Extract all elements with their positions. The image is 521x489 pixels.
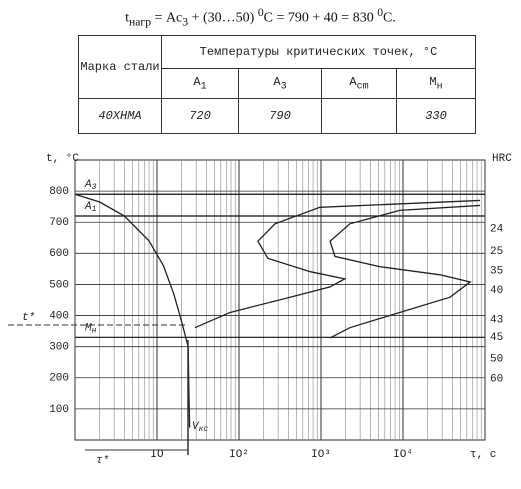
level-label-main: A xyxy=(84,201,92,213)
formula-part: 3 xyxy=(182,15,189,29)
tau-star-label: τ* xyxy=(96,455,109,467)
column-header-sub: cm xyxy=(356,81,369,93)
column-header-main: A xyxy=(349,74,357,89)
y-tick-label: 600 xyxy=(49,248,69,260)
vkc-label: Vкс xyxy=(192,421,208,434)
level-label-sub: 1 xyxy=(92,205,97,214)
formula-part: t xyxy=(125,10,130,26)
hrc-label: 43 xyxy=(490,315,503,327)
y-tick-label: 800 xyxy=(49,186,69,198)
curve xyxy=(329,204,481,339)
column-header-sub: 3 xyxy=(280,81,287,93)
hrc-label: 35 xyxy=(490,266,503,278)
level-label-sub: н xyxy=(92,326,97,335)
formula-part: нагр xyxy=(129,15,152,29)
y-tick-label: 500 xyxy=(49,279,69,291)
hrc-label: 45 xyxy=(490,332,503,344)
x-axis-label: τ, c xyxy=(470,449,496,461)
formula: tнагр = Ac3 + (30…50) 0C = 790 + 40 = 83… xyxy=(0,6,521,28)
hrc-label: 60 xyxy=(490,374,503,386)
column-header-sub: 1 xyxy=(200,81,207,93)
table: Марка стали Температуры критических точе… xyxy=(78,35,476,134)
level-label-main: M xyxy=(85,322,92,334)
y-tick-label: 300 xyxy=(49,342,69,354)
formula-part: 0 xyxy=(377,6,384,19)
x-tick-label: IO xyxy=(150,449,164,461)
y-axis-label: t, °C xyxy=(46,153,79,165)
level-label: A1 xyxy=(84,201,97,214)
column-header: A1 xyxy=(161,68,239,99)
formula-part: C = 790 + 40 = 830 xyxy=(263,10,378,26)
t-star-label: t* xyxy=(22,312,35,324)
hrc-label: 24 xyxy=(490,224,504,236)
column-header-main: M xyxy=(429,74,437,89)
curve xyxy=(194,199,481,329)
vkc-sub: кс xyxy=(199,425,209,434)
plot-frame xyxy=(74,159,486,441)
column-header: Mн xyxy=(396,68,476,99)
y-tick-label: 200 xyxy=(49,373,69,385)
x-tick-label: IO³ xyxy=(311,449,331,461)
hrc-label: 50 xyxy=(490,353,503,365)
formula-part: = Ac xyxy=(151,10,183,26)
formula-part: 0 xyxy=(257,6,264,19)
level-label-main: A xyxy=(84,179,92,191)
table-cell: 40ХНМА xyxy=(78,98,162,134)
y-tick-label: 100 xyxy=(49,404,69,416)
column-header-sub: н xyxy=(436,81,443,93)
x-tick-label: IO² xyxy=(229,449,249,461)
formula-part: + (30…50) xyxy=(188,10,258,26)
level-label-sub: 3 xyxy=(92,183,97,192)
y2-axis-label: HRC xyxy=(492,153,512,165)
hrc-label: 40 xyxy=(490,285,503,297)
formula-part: C. xyxy=(383,10,396,26)
column-header-main: A xyxy=(193,74,201,89)
x-tick-label: IO⁴ xyxy=(393,449,413,461)
table-cell: 720 xyxy=(161,98,239,134)
table-cell: 330 xyxy=(396,98,476,134)
hrc-label: 25 xyxy=(490,246,503,258)
level-label: Mн xyxy=(85,322,97,335)
y-tick-label: 700 xyxy=(49,217,69,229)
vkc-main: V xyxy=(192,421,200,433)
level-label: A3 xyxy=(84,179,97,192)
column-header-main: A xyxy=(273,74,281,89)
column-header: A3 xyxy=(238,68,322,99)
table-cell: 790 xyxy=(238,98,322,134)
y-tick-label: 400 xyxy=(49,310,69,322)
